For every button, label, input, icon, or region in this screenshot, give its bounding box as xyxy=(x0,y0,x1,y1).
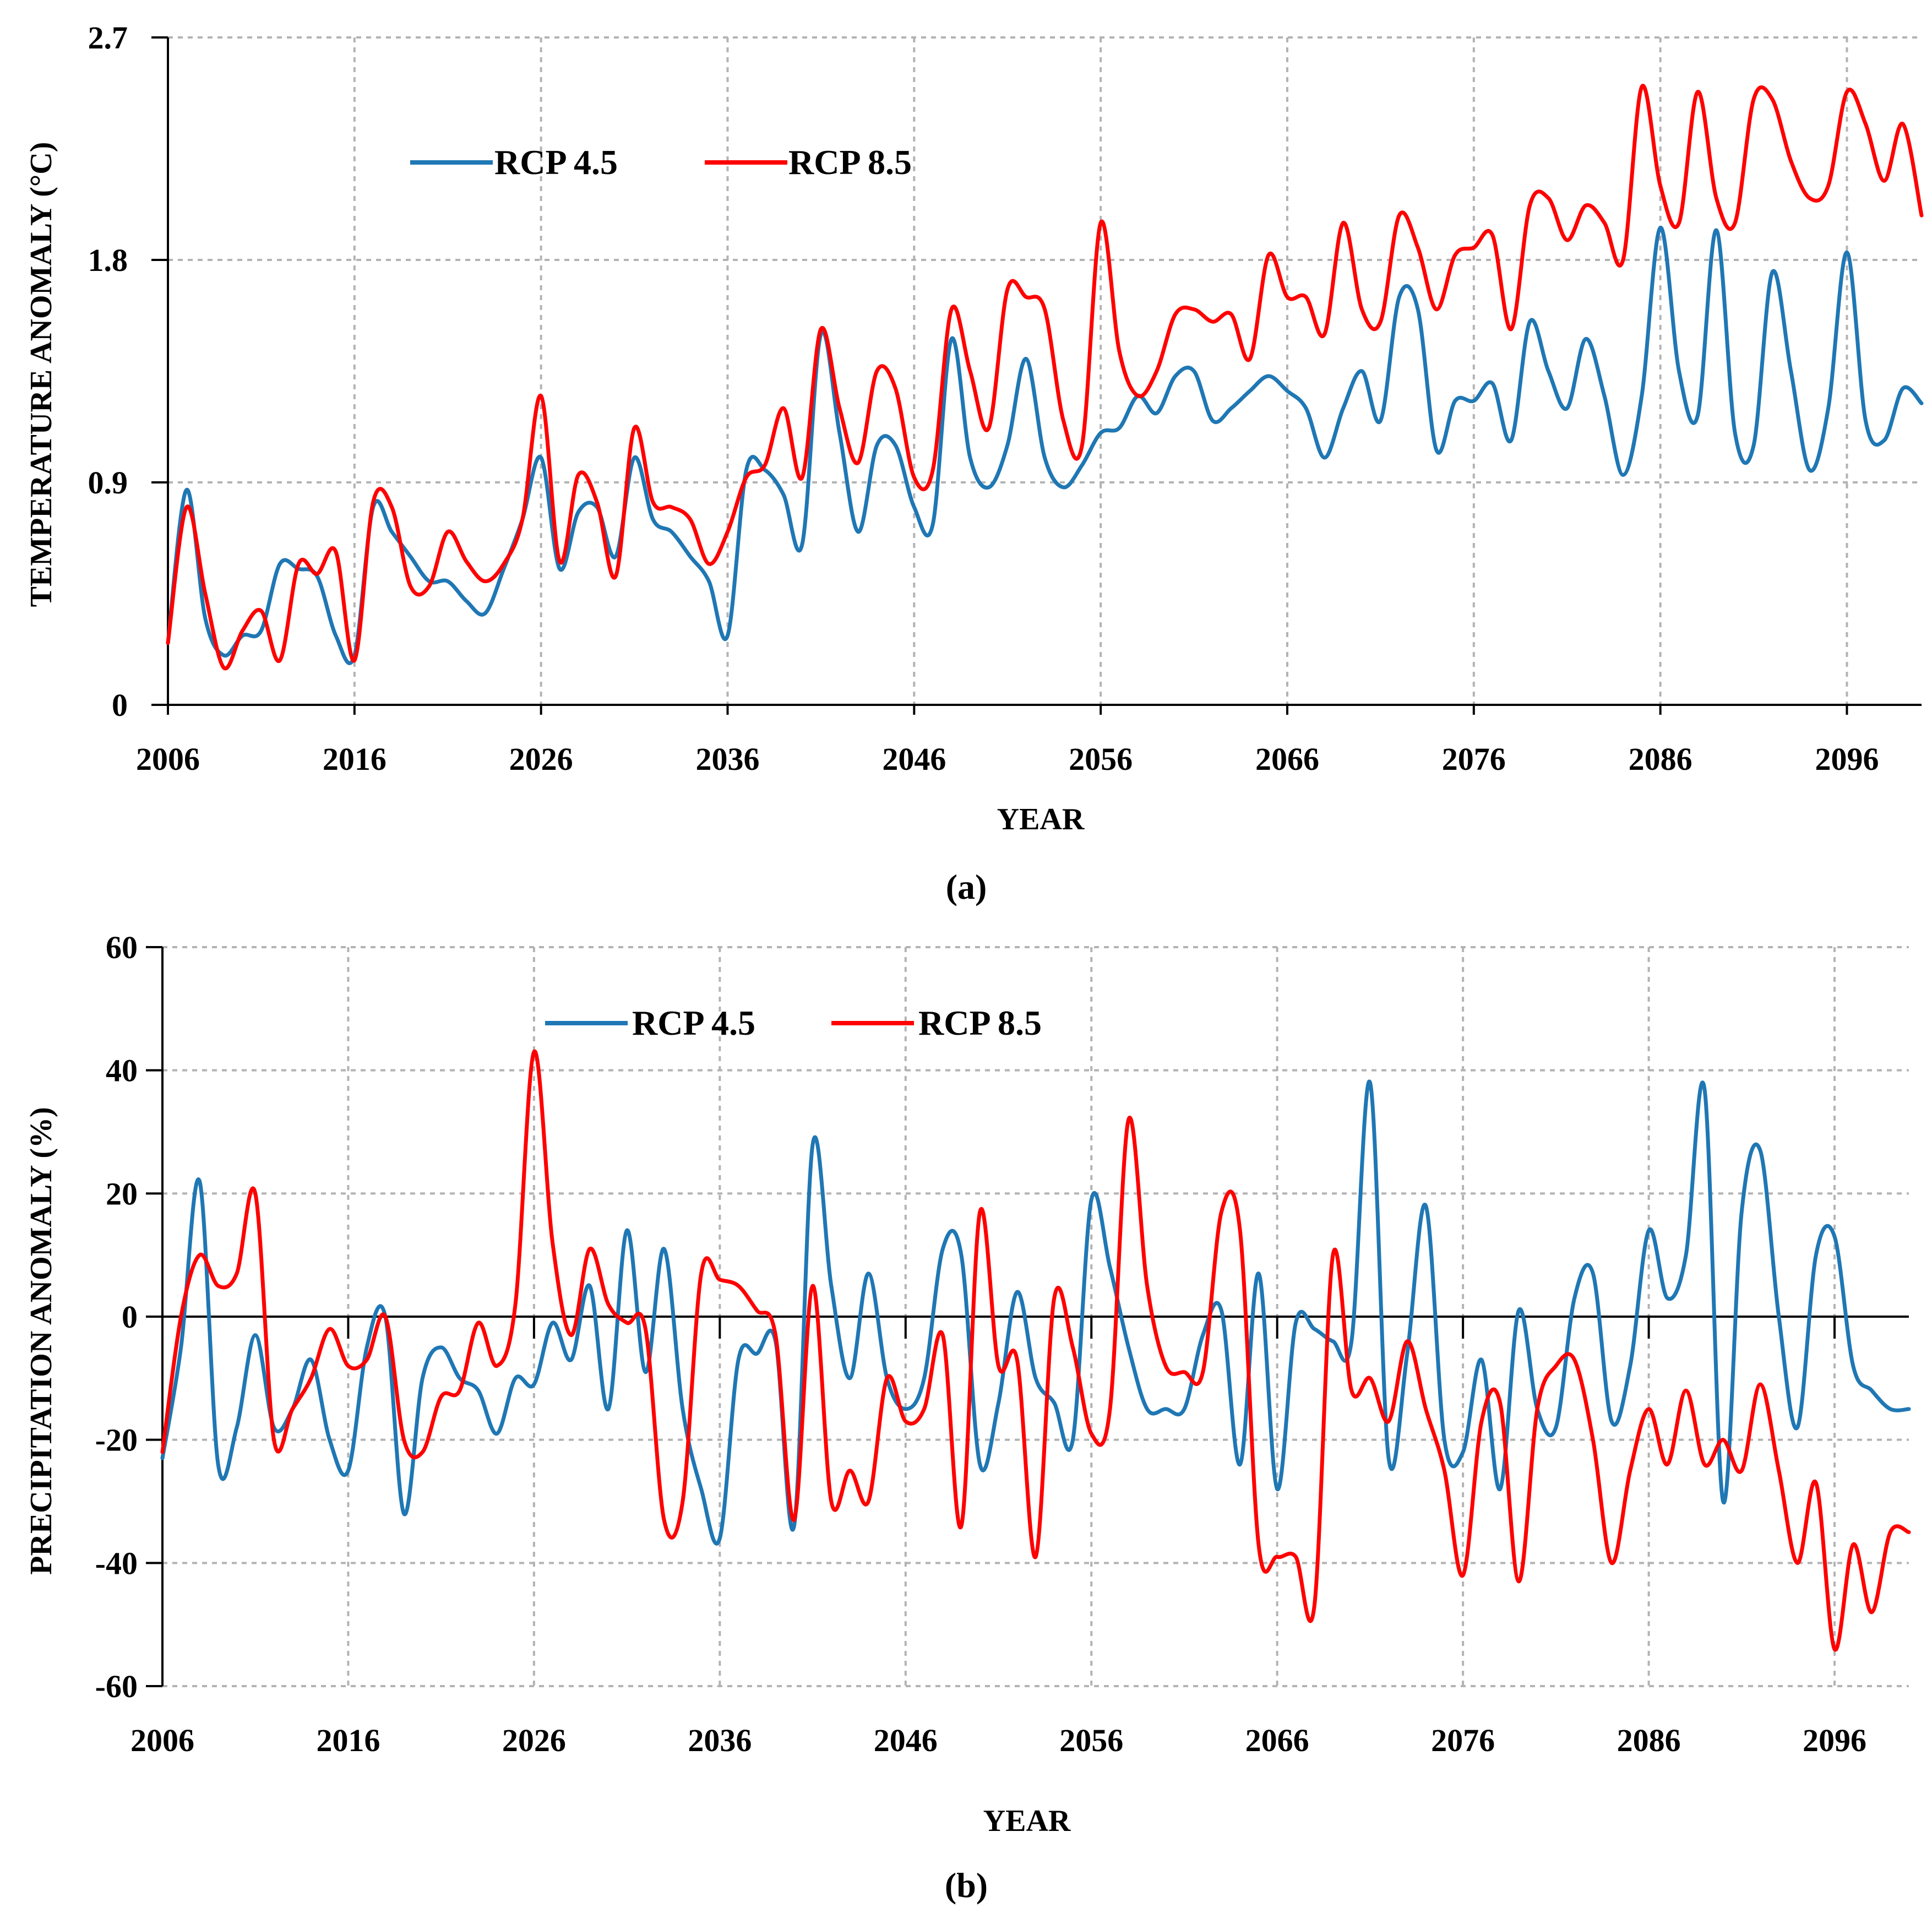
x-tick-label: 2016 xyxy=(323,741,387,777)
legend-label-rcp85: RCP 8.5 xyxy=(918,1003,1042,1042)
temperature-grid xyxy=(168,36,1922,705)
x-tick-label: 2056 xyxy=(1069,741,1133,777)
legend-label-rcp45: RCP 4.5 xyxy=(632,1003,755,1042)
x-tick-label: 2066 xyxy=(1255,741,1319,777)
y-axis-title: TEMPERATURE ANOMALY (°C) xyxy=(24,142,58,607)
legend-label-rcp85: RCP 8.5 xyxy=(788,143,912,182)
y-tick-label: 20 xyxy=(106,1176,138,1211)
y-tick-label: 0 xyxy=(122,1299,138,1335)
x-tick-label: 2016 xyxy=(316,1722,380,1758)
y-tick-label: 40 xyxy=(106,1053,138,1089)
series-line-rcp45 xyxy=(160,1079,1911,1546)
precipitation-series xyxy=(160,1049,1911,1652)
series-line-rcp85 xyxy=(160,1049,1911,1652)
x-axis-title: YEAR xyxy=(997,802,1085,836)
x-tick-label: 2076 xyxy=(1431,1722,1495,1758)
x-tick-label: 2056 xyxy=(1059,1722,1123,1758)
x-tick-label: 2086 xyxy=(1629,741,1692,777)
y-tick-label: 2.7 xyxy=(88,20,128,56)
x-tick-label: 2066 xyxy=(1245,1722,1309,1758)
y-tick-label: -60 xyxy=(95,1669,138,1704)
temperature-series xyxy=(166,84,1924,671)
x-tick-label: 2006 xyxy=(136,741,200,777)
x-tick-label: 2036 xyxy=(688,1722,752,1758)
series-line-rcp45 xyxy=(166,226,1924,665)
x-tick-label: 2076 xyxy=(1442,741,1506,777)
legend-label-rcp45: RCP 4.5 xyxy=(494,143,618,182)
y-tick-label: -20 xyxy=(95,1422,138,1458)
y-tick-label: 1.8 xyxy=(88,242,128,278)
x-axis-title: YEAR xyxy=(983,1804,1071,1838)
precipitation-axes xyxy=(146,946,1909,1687)
x-tick-label: 2096 xyxy=(1803,1722,1866,1758)
x-tick-label: 2006 xyxy=(130,1722,194,1758)
temperature-chart: 2006 2016 2026 2036 2046 2056 2066 2076 2086 2096… xyxy=(24,20,1924,906)
x-tick-label: 2096 xyxy=(1815,741,1879,777)
x-tick-label: 2046 xyxy=(882,741,946,777)
x-tick-label: 2046 xyxy=(874,1722,938,1758)
y-axis-title: PRECIPITATION ANOMALY (%) xyxy=(24,1107,58,1574)
y-tick-label: 0.9 xyxy=(88,465,128,501)
y-tick-label: 0 xyxy=(112,687,128,723)
y-tick-label: -40 xyxy=(95,1545,138,1581)
x-tick-label: 2086 xyxy=(1617,1722,1681,1758)
x-tick-label: 2036 xyxy=(695,741,759,777)
y-tick-label: 60 xyxy=(106,930,138,965)
x-tick-label: 2026 xyxy=(502,1722,566,1758)
series-line-rcp85 xyxy=(166,84,1924,671)
temperature-legend: RCP 4.5 RCP 8.5 xyxy=(410,143,912,182)
temperature-tick-labels: 2006 2016 2026 2036 2046 2056 2066 2076 2086 2096… xyxy=(88,20,1879,777)
precipitation-legend: RCP 4.5 RCP 8.5 xyxy=(545,1003,1042,1042)
temperature-axes xyxy=(151,36,1922,715)
precipitation-chart: 2006 2016 2026 2036 2046 2056 2066 2076 2086 2096… xyxy=(24,930,1911,1905)
x-tick-label: 2026 xyxy=(509,741,573,777)
panel-label: (a) xyxy=(946,867,987,906)
precipitation-tick-labels: 2006 2016 2026 2036 2046 2056 2066 2076 2086 2096… xyxy=(95,930,1866,1758)
panel-label: (b) xyxy=(945,1866,988,1905)
